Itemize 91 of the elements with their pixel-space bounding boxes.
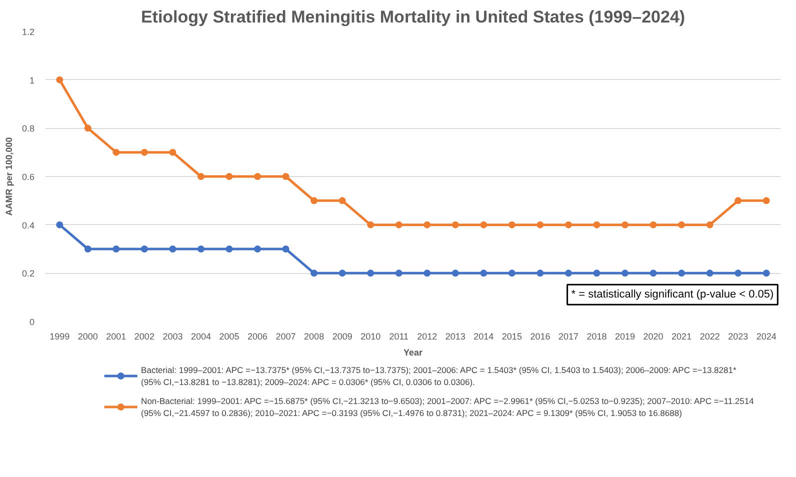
x-tick-label: 2006	[248, 332, 268, 342]
point	[112, 148, 120, 156]
point	[140, 246, 148, 252]
point	[508, 221, 516, 228]
x-tick-label: 2009	[332, 332, 352, 342]
point	[762, 197, 770, 204]
point	[338, 197, 346, 204]
point	[84, 246, 92, 252]
point	[424, 270, 431, 277]
point	[254, 246, 262, 252]
y-tick-label: 1.2	[22, 27, 35, 37]
point	[226, 246, 233, 252]
x-tick-label: 2016	[530, 332, 550, 342]
x-tick-label: 2007	[276, 332, 296, 342]
x-tick-label: 1999	[50, 332, 70, 342]
point	[84, 124, 92, 132]
x-tick-label: 2020	[643, 332, 664, 342]
point	[706, 270, 714, 277]
point	[395, 270, 402, 277]
x-tick-label: 2015	[502, 332, 522, 342]
x-axis-title: Year	[403, 348, 424, 358]
point	[395, 221, 402, 228]
point	[536, 221, 544, 228]
point	[650, 221, 657, 228]
point	[593, 221, 600, 228]
point	[452, 270, 459, 277]
legend-label: Bacterial: 1999–2001: APC =−13.7375* (95% CI,−13.7375 to−13.7375); 2001–2006: APC = 1.5403* (95% CI, 1.5403 to 1.5403); 2006–2009: APC =−13.8281* (95% CI,−13.8281 to −13.8281); 2009–2024: APC = 0.0306* (95% CI, 0.0306 to 0.0306).	[141, 365, 737, 387]
x-tick-label: 2022	[700, 332, 720, 342]
point	[480, 270, 488, 277]
point	[169, 246, 176, 252]
x-tick-label: 2011	[389, 332, 409, 342]
point	[140, 148, 148, 156]
x-tick-label: 2005	[219, 332, 240, 342]
point	[56, 76, 64, 84]
x-tick-label: 2019	[615, 332, 636, 342]
legend-label: Non-Bacterial: 1999–2001: APC =−15.6875* (95% CI,−21.3213 to−9.6503); 2001–2007: APC =−2.9961* (95% CI,−5.0253 to−0.9235); 2007–2010: APC =−11.2514 (95% CI,−21.4597 to 0.2836); 2010–2021: APC =−0.3193 (95% CI,−1.4976 to 0.8731); 2021–2024: APC = 9.1309* (95% CI, 1.9053 to 16.8688)	[141, 396, 754, 418]
x-tick-label: 2017	[558, 332, 578, 342]
x-tick-label: 2012	[417, 332, 438, 342]
point	[367, 270, 374, 277]
chart-title: Etiology Stratified Meningitis Mortality in United States (1999–2024)	[140, 8, 686, 26]
point	[338, 270, 346, 277]
point	[734, 270, 742, 277]
point	[508, 270, 516, 277]
point	[112, 246, 120, 252]
y-tick-label: 0	[29, 317, 35, 327]
point	[762, 270, 770, 277]
point	[310, 270, 318, 277]
point	[310, 197, 318, 204]
point	[169, 148, 176, 156]
y-tick-label: 0.2	[22, 268, 35, 279]
point	[622, 270, 629, 277]
point	[254, 173, 262, 180]
point	[706, 221, 714, 228]
point	[650, 270, 657, 277]
point	[282, 246, 290, 252]
point	[197, 173, 204, 180]
x-tick-label: 2008	[304, 332, 324, 342]
y-tick-label: 0.8	[22, 124, 35, 134]
x-tick-label: 2004	[190, 332, 211, 342]
x-tick-label: 2023	[728, 332, 748, 342]
point	[480, 221, 488, 228]
annotation: * = statistically significant (p-value < 0.05)	[571, 288, 774, 301]
x-tick-label: 2018	[586, 332, 607, 342]
point	[226, 173, 233, 180]
point	[424, 221, 431, 228]
x-tick-label: 2010	[360, 332, 381, 342]
x-tick-label: 2024	[756, 332, 776, 342]
point	[564, 221, 572, 228]
x-tick-label: 2021	[672, 332, 692, 342]
x-tick-label: 2003	[162, 332, 183, 342]
point	[282, 173, 290, 180]
point	[678, 221, 686, 228]
point	[536, 270, 544, 277]
point	[593, 270, 600, 277]
point	[452, 221, 459, 228]
y-tick-label: 1	[29, 75, 35, 86]
y-axis-title: AAMR per 100,000	[4, 137, 14, 216]
x-tick-label: 2001	[106, 332, 126, 342]
x-tick-label: 2002	[134, 332, 154, 342]
x-tick-label: 2000	[78, 332, 98, 342]
point	[197, 246, 204, 252]
point	[367, 221, 374, 228]
y-tick-label: 0.6	[22, 172, 35, 182]
point	[734, 197, 742, 204]
point	[564, 270, 572, 277]
x-tick-label: 2014	[474, 332, 494, 342]
point	[678, 270, 686, 277]
point	[622, 221, 629, 228]
y-tick-label: 0.4	[22, 220, 35, 230]
point	[56, 221, 64, 228]
x-tick-label: 2013	[445, 332, 466, 342]
